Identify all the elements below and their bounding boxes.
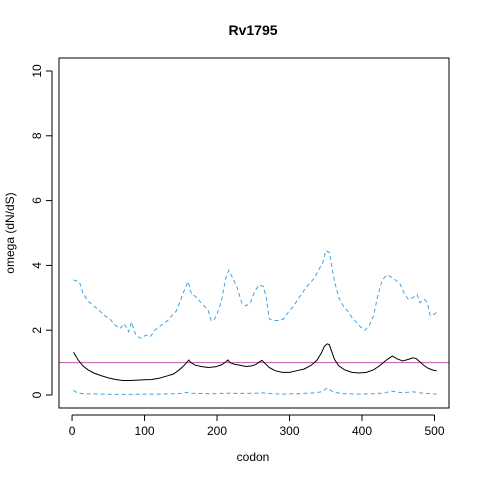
plot-frame	[58, 57, 450, 409]
y-tick-label: 8	[30, 132, 44, 139]
chart-title: Rv1795	[228, 22, 277, 38]
series-line-3	[73, 387, 437, 395]
x-tick-label: 0	[69, 424, 76, 438]
axes: 0 100 200 300 400 500 0 2 4 6 8 10	[30, 57, 450, 438]
x-tick-label: 500	[424, 424, 444, 438]
y-tick-label: 6	[30, 197, 44, 204]
x-tick-label: 200	[207, 424, 227, 438]
y-axis-title: omega (dN/dS)	[3, 192, 17, 273]
x-tick-label: 300	[280, 424, 300, 438]
plot-area	[59, 250, 449, 395]
x-tick-label: 400	[352, 424, 372, 438]
series-line-1	[73, 250, 437, 339]
y-tick-label: 10	[30, 64, 44, 78]
x-tick-label: 100	[135, 424, 155, 438]
y-tick-label: 2	[30, 327, 44, 334]
y-tick-label: 0	[30, 391, 44, 398]
series-line-2	[73, 343, 437, 381]
y-tick-label: 4	[30, 262, 44, 269]
x-axis-title: codon	[237, 450, 270, 464]
